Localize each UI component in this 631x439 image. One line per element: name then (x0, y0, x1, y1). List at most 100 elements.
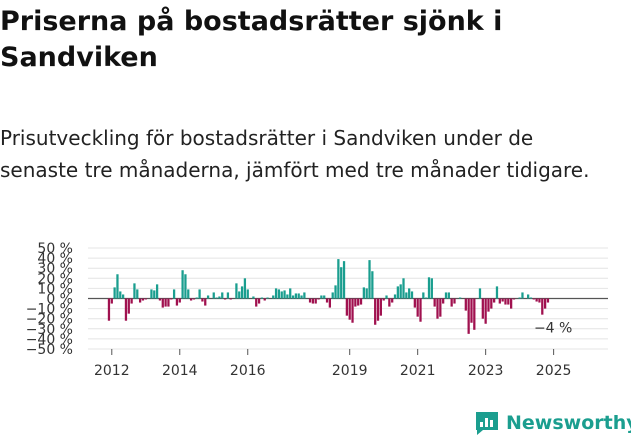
x-tick-label: 2014 (162, 363, 198, 379)
x-tick-label: 2012 (94, 363, 130, 379)
bar (376, 298, 380, 321)
newsworthy-logo[interactable]: Newsworthy (474, 407, 631, 439)
bar (521, 292, 524, 299)
bar (436, 298, 439, 319)
bar (308, 298, 312, 303)
newsworthy-logo-text: Newsworthy (506, 412, 631, 434)
bar (238, 291, 241, 299)
bar (294, 293, 298, 299)
bar (240, 286, 244, 299)
bar (331, 292, 334, 299)
bar (345, 298, 348, 316)
bar (141, 298, 145, 301)
bar (481, 298, 484, 319)
bar (300, 295, 303, 299)
bar (416, 298, 419, 317)
y-tick-label: 40 % (37, 251, 73, 267)
bar (274, 288, 278, 299)
bar (382, 298, 385, 301)
bar (464, 298, 467, 311)
bar (204, 298, 207, 306)
y-tick-label: −40 % (26, 332, 73, 348)
bar (218, 296, 221, 299)
bar (490, 298, 493, 309)
bar (286, 294, 289, 299)
bar (484, 298, 487, 324)
bar (252, 296, 255, 299)
bar (167, 298, 170, 307)
bar (368, 260, 371, 299)
y-tick-label: 20 % (37, 271, 73, 287)
newsworthy-logo-icon (476, 412, 498, 435)
chart-subtitle: Prisutveckling för bostadsrätter i Sandv… (0, 126, 590, 182)
bar (447, 292, 450, 299)
bar (226, 292, 230, 299)
bar (153, 290, 156, 299)
bar (138, 298, 142, 303)
bar (328, 298, 332, 308)
bar (229, 298, 232, 300)
bar (119, 291, 122, 299)
y-tick-label: 50 % (37, 241, 73, 257)
last-value-annotation: −4 % (534, 321, 572, 337)
bar (297, 293, 300, 299)
bar (178, 298, 181, 303)
bar (422, 292, 425, 299)
bar (314, 298, 317, 304)
bar (493, 298, 496, 303)
bar (283, 290, 286, 299)
bar (187, 289, 190, 299)
bar (433, 298, 436, 307)
bar (348, 298, 351, 320)
bar (487, 298, 490, 312)
bar (144, 298, 147, 300)
bar (351, 298, 354, 323)
bar (150, 289, 153, 299)
bar (410, 291, 414, 299)
bar (413, 298, 416, 308)
bar (243, 278, 247, 299)
bar (501, 298, 504, 302)
x-tick-label: 2023 (468, 363, 504, 379)
bar (198, 289, 201, 299)
bar (354, 298, 357, 307)
bar (280, 291, 283, 299)
bar (266, 297, 269, 299)
bar (385, 295, 388, 299)
bar (113, 287, 116, 299)
bar (121, 294, 125, 299)
bar (325, 298, 329, 303)
chart-title: Priserna på bostadsrätter sjönk i Sandvi… (0, 6, 503, 73)
bar (535, 298, 538, 302)
bar (158, 298, 162, 301)
bar (164, 298, 167, 307)
bar (379, 298, 382, 316)
bar (320, 295, 323, 299)
bar (425, 297, 428, 299)
bar (543, 298, 547, 309)
bar (391, 298, 394, 303)
bar (546, 298, 550, 303)
bar (303, 292, 306, 299)
bar (541, 298, 544, 315)
bar (405, 292, 408, 299)
bar (172, 289, 176, 299)
bar (442, 298, 445, 304)
bar (507, 298, 510, 305)
bar (529, 297, 533, 299)
bar (495, 286, 499, 299)
bar (430, 278, 433, 299)
bar (512, 298, 516, 300)
bar (510, 298, 513, 309)
y-axis: 50 %40 %30 %20 %10 %0 %−10 %−20 %−30 %−4… (26, 241, 73, 358)
x-tick-label: 2025 (536, 363, 572, 379)
bar (450, 298, 453, 307)
bar (444, 292, 448, 299)
bar (459, 297, 462, 299)
bar (374, 298, 377, 325)
bar (155, 284, 159, 299)
bar (255, 298, 258, 307)
y-tick-label: 0 % (46, 292, 73, 308)
bar (212, 292, 215, 299)
bar (277, 289, 281, 299)
